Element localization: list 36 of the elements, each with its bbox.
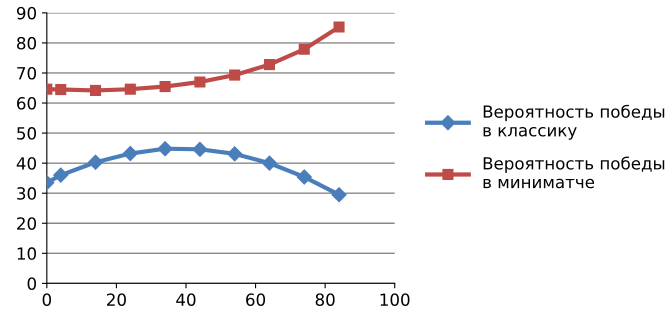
point — [192, 142, 208, 157]
point — [264, 59, 276, 70]
point — [124, 84, 136, 95]
legend-label: Вероятность победы в миниматче — [484, 156, 664, 188]
point — [53, 168, 68, 183]
x-tick-label: 0 — [42, 293, 52, 306]
point — [158, 141, 173, 156]
point — [55, 84, 66, 96]
point — [262, 156, 278, 171]
x-tick-label: 100 — [380, 293, 410, 306]
x-tick-label: 80 — [316, 293, 335, 306]
y-tick-label: 50 — [17, 127, 36, 140]
point — [229, 70, 240, 81]
y-tick-label: 10 — [18, 247, 36, 260]
legend-label: Вероятность победы в классику — [484, 104, 664, 140]
point — [122, 146, 138, 162]
y-tick-label: 20 — [17, 217, 36, 230]
x-tick-label: 40 — [176, 293, 196, 306]
point — [227, 146, 242, 162]
y-tick-label: 80 — [17, 36, 36, 50]
point — [333, 21, 345, 33]
y-tick-label: 60 — [17, 97, 36, 110]
point — [160, 80, 171, 92]
point — [331, 187, 347, 202]
y-tick-label: 70 — [17, 66, 36, 80]
point — [298, 44, 310, 55]
point — [296, 169, 312, 185]
point — [88, 154, 104, 170]
point — [194, 76, 206, 88]
x-tick-label: 60 — [246, 293, 266, 306]
point — [90, 84, 102, 96]
y-tick-label: 40 — [16, 157, 36, 170]
x-tick-label: 20 — [107, 293, 126, 306]
y-tick-label: 0 — [28, 277, 36, 290]
y-tick-label: 30 — [17, 187, 36, 200]
y-tick-label: 90 — [16, 6, 36, 20]
